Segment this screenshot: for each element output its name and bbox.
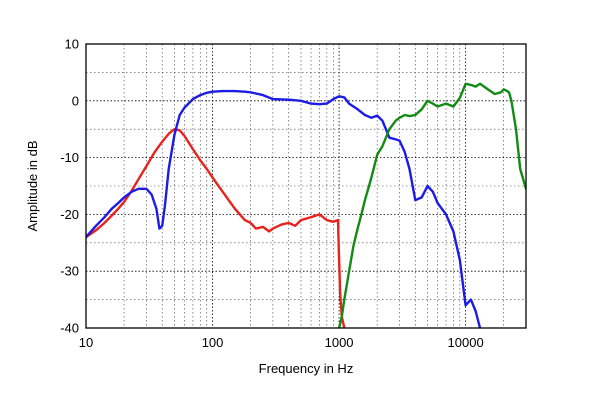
y-tick-label: -30 bbox=[60, 264, 79, 279]
series-line-blue bbox=[86, 89, 482, 328]
x-tick-labels: 10 100 1000 10000 bbox=[79, 335, 484, 350]
x-tick-label: 1000 bbox=[325, 335, 354, 350]
series-line-red bbox=[86, 127, 346, 328]
x-tick-label: 10 bbox=[79, 335, 93, 350]
y-axis-label: Amplitude in dB bbox=[25, 140, 40, 231]
y-tick-label: -20 bbox=[60, 207, 79, 222]
series-line-green bbox=[337, 82, 526, 328]
y-tick-label: -40 bbox=[60, 321, 79, 336]
series-layer bbox=[86, 82, 526, 328]
x-tick-label: 10000 bbox=[448, 335, 484, 350]
minor-gridlines bbox=[86, 44, 526, 328]
y-tick-label: 10 bbox=[65, 37, 79, 52]
y-tick-label: 0 bbox=[72, 93, 79, 108]
y-tick-labels: 10 0 -10 -20 -30 -40 bbox=[60, 37, 79, 336]
x-axis-label: Frequency in Hz bbox=[259, 361, 354, 376]
x-tick-label: 100 bbox=[202, 335, 224, 350]
plot-frame bbox=[85, 43, 527, 329]
y-tick-label: -10 bbox=[60, 150, 79, 165]
